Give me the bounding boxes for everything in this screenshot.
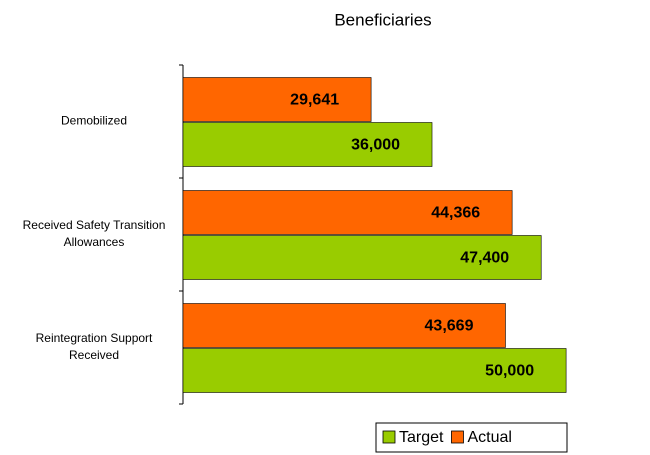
legend-label: Actual (467, 429, 511, 446)
bar (182, 303, 506, 348)
data-label: 50,000 (485, 363, 534, 380)
bar (182, 77, 372, 122)
y-tick-label: Demobilized (61, 114, 127, 128)
legend-frame (375, 422, 568, 453)
bar (182, 235, 542, 280)
bar (182, 348, 567, 393)
data-label: 43,669 (425, 318, 474, 335)
data-label: 44,366 (431, 205, 480, 222)
y-tick-label: Reintegration Support Received (36, 331, 153, 362)
chart-title: Beneficiaries (334, 10, 431, 29)
legend-swatch (451, 430, 464, 444)
legend-label: Target (399, 429, 444, 446)
data-label: 47,400 (460, 250, 509, 267)
bar (182, 122, 433, 167)
data-label: 29,641 (290, 92, 339, 109)
bar (182, 190, 513, 235)
legend-swatch (382, 430, 396, 444)
legend: Target Actual (375, 422, 568, 453)
data-label: 36,000 (351, 137, 400, 154)
y-tick-label: Received Safety Transition Allowances (23, 218, 166, 249)
